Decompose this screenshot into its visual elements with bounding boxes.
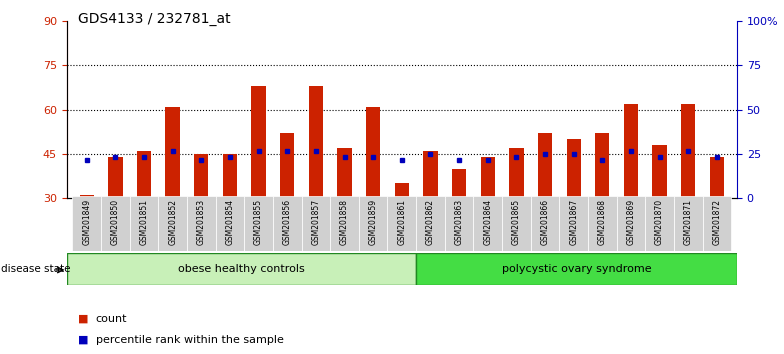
Bar — [280, 133, 294, 198]
Text: GSM201868: GSM201868 — [598, 199, 607, 245]
Text: GSM201850: GSM201850 — [111, 199, 120, 245]
Text: GSM201869: GSM201869 — [626, 199, 636, 245]
Bar — [652, 145, 666, 198]
Text: count: count — [96, 314, 127, 324]
Bar — [674, 196, 702, 251]
Text: GSM201854: GSM201854 — [226, 199, 234, 245]
Bar — [624, 104, 638, 198]
Bar — [394, 183, 409, 198]
Text: GSM201856: GSM201856 — [283, 199, 292, 245]
Text: percentile rank within the sample: percentile rank within the sample — [96, 335, 284, 345]
Bar — [79, 195, 94, 198]
Bar — [531, 196, 559, 251]
Bar — [273, 196, 302, 251]
Bar — [330, 196, 359, 251]
Text: obese healthy controls: obese healthy controls — [178, 264, 305, 274]
Text: GSM201851: GSM201851 — [140, 199, 148, 245]
Bar — [137, 151, 151, 198]
Bar — [510, 148, 524, 198]
Bar — [252, 86, 266, 198]
Bar — [567, 139, 581, 198]
Text: GSM201861: GSM201861 — [397, 199, 406, 245]
Text: GSM201871: GSM201871 — [684, 199, 693, 245]
Bar — [502, 196, 531, 251]
Text: GSM201867: GSM201867 — [569, 199, 578, 245]
Bar — [595, 133, 609, 198]
Bar — [588, 196, 617, 251]
Bar — [423, 151, 437, 198]
Bar — [245, 196, 273, 251]
Bar — [474, 196, 502, 251]
Bar — [158, 196, 187, 251]
Bar — [359, 196, 387, 251]
Bar — [129, 196, 158, 251]
Text: ■: ■ — [78, 314, 89, 324]
Bar — [165, 107, 180, 198]
Bar — [108, 157, 122, 198]
Bar — [72, 196, 101, 251]
Bar — [617, 196, 645, 251]
Bar — [187, 196, 216, 251]
Bar — [302, 196, 330, 251]
Bar — [681, 104, 695, 198]
Text: GSM201865: GSM201865 — [512, 199, 521, 245]
Bar — [416, 196, 445, 251]
Bar — [216, 196, 245, 251]
Bar — [337, 148, 352, 198]
Bar — [702, 196, 731, 251]
Bar — [538, 133, 552, 198]
Text: GSM201855: GSM201855 — [254, 199, 263, 245]
Text: GSM201872: GSM201872 — [713, 199, 721, 245]
Bar — [309, 86, 323, 198]
Text: disease state: disease state — [1, 264, 71, 274]
Text: GSM201858: GSM201858 — [340, 199, 349, 245]
Bar — [452, 169, 466, 198]
Bar — [366, 107, 380, 198]
Bar — [194, 154, 209, 198]
Bar — [387, 196, 416, 251]
Bar — [445, 196, 474, 251]
Text: GSM201859: GSM201859 — [368, 199, 378, 245]
Text: GSM201870: GSM201870 — [655, 199, 664, 245]
Bar — [645, 196, 674, 251]
Text: GSM201863: GSM201863 — [455, 199, 463, 245]
Bar — [559, 196, 588, 251]
Text: GSM201864: GSM201864 — [483, 199, 492, 245]
Bar — [416, 253, 737, 285]
Bar — [223, 154, 237, 198]
Text: ■: ■ — [78, 335, 89, 345]
Text: GSM201853: GSM201853 — [197, 199, 205, 245]
Bar — [101, 196, 129, 251]
Text: GSM201849: GSM201849 — [82, 199, 91, 245]
Text: GSM201852: GSM201852 — [168, 199, 177, 245]
Text: GSM201862: GSM201862 — [426, 199, 435, 245]
Text: polycystic ovary syndrome: polycystic ovary syndrome — [502, 264, 652, 274]
Text: GDS4133 / 232781_at: GDS4133 / 232781_at — [78, 12, 231, 27]
Bar — [67, 253, 416, 285]
Bar — [481, 157, 495, 198]
Text: GSM201857: GSM201857 — [311, 199, 321, 245]
Text: GSM201866: GSM201866 — [540, 199, 550, 245]
Bar — [710, 157, 724, 198]
